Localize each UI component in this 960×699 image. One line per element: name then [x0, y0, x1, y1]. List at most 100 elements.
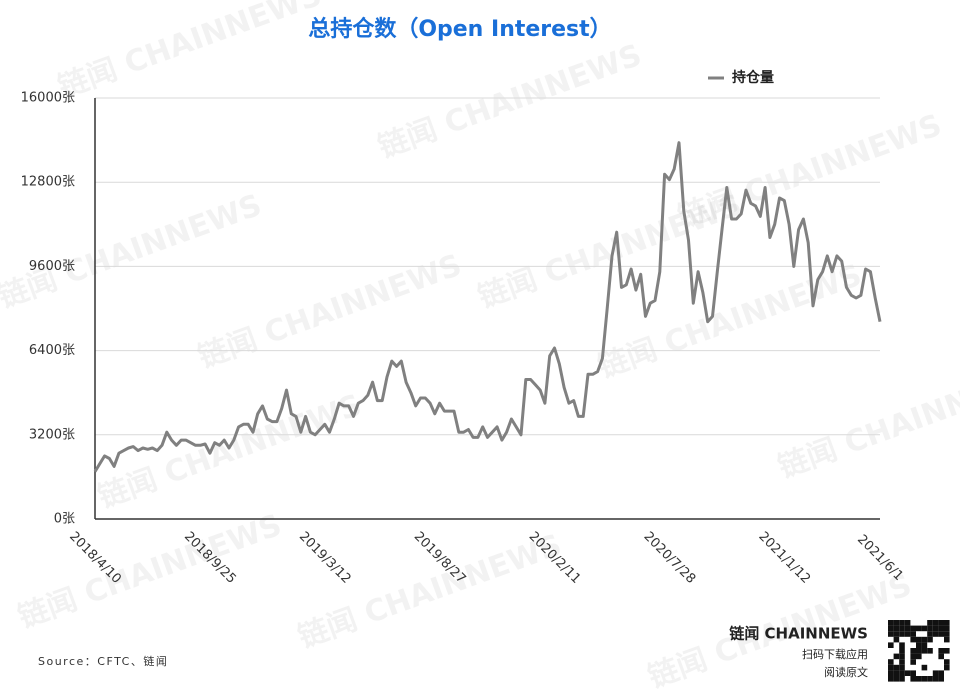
qr-cell	[899, 631, 905, 637]
qr-cell	[910, 636, 916, 643]
qr-cell	[910, 653, 916, 660]
y-tick-label: 12800张	[21, 175, 75, 190]
qr-cell	[899, 648, 905, 654]
qr-cell	[888, 670, 894, 676]
qr-cell	[938, 631, 944, 637]
qr-cell	[932, 620, 939, 626]
qr-cell	[944, 648, 950, 654]
watermark: 链闻 CHAINNEWS	[774, 358, 960, 486]
legend-label: 持仓量	[732, 69, 774, 86]
watermark: 链闻 CHAINNEWS	[644, 568, 917, 695]
qr-cell	[893, 631, 900, 637]
qr-cell	[938, 648, 944, 654]
qr-cell	[916, 653, 922, 660]
qr-cell	[932, 676, 939, 682]
x-tick-label: 2019/3/12	[296, 529, 354, 587]
qr-cell	[899, 676, 905, 682]
qr-code	[888, 620, 950, 682]
qr-cell	[944, 664, 950, 671]
qr-cell	[938, 620, 944, 626]
qr-cell	[888, 659, 894, 665]
qr-cell	[927, 676, 933, 682]
qr-cell	[893, 676, 900, 682]
y-tick-label: 9600张	[29, 259, 75, 274]
qr-cell	[921, 664, 928, 671]
qr-cell	[921, 676, 928, 682]
qr-cell	[944, 620, 950, 626]
x-tick-label: 2020/7/28	[641, 529, 699, 587]
qr-cell	[921, 636, 928, 643]
qr-cell	[944, 625, 950, 632]
qr-cell	[904, 620, 911, 626]
qr-cell	[932, 670, 939, 676]
qr-cell	[888, 620, 894, 626]
watermark: 链闻 CHAINNEWS	[674, 108, 947, 236]
qr-cell	[916, 636, 922, 643]
chart-title: 总持仓数（Open Interest）	[308, 16, 611, 42]
qr-cell	[910, 631, 916, 637]
qr-cell	[944, 631, 950, 637]
qr-cell	[916, 625, 922, 632]
qr-cell	[899, 659, 905, 665]
qr-cell	[899, 664, 905, 671]
read-original: 阅读原文	[824, 665, 868, 679]
qr-cell	[944, 636, 950, 643]
qr-cell	[938, 653, 944, 660]
qr-cell	[899, 653, 905, 660]
qr-cell	[888, 676, 894, 682]
qr-cell	[893, 636, 900, 643]
qr-cell	[938, 676, 944, 682]
qr-cell	[910, 670, 916, 676]
watermark: 链闻 CHAINNEWS	[194, 248, 467, 376]
qr-cell	[932, 625, 939, 632]
qr-cell	[910, 648, 916, 654]
watermark: 链闻 CHAINNEWS	[594, 258, 867, 386]
qr-cell	[927, 648, 933, 654]
qr-cell	[910, 625, 916, 632]
qr-cell	[938, 670, 944, 676]
qr-cell	[888, 642, 894, 648]
brand: 链闻 CHAINNEWS	[729, 625, 868, 643]
qr-cell	[904, 670, 911, 676]
y-tick-label: 16000张	[21, 91, 75, 106]
qr-cell	[938, 625, 944, 632]
qr-cell	[893, 664, 900, 671]
qr-cell	[899, 625, 905, 632]
qr-cell	[921, 648, 928, 654]
y-tick-label: 6400张	[29, 343, 75, 358]
x-tick-label: 2021/1/12	[755, 529, 813, 587]
qr-cell	[893, 670, 900, 676]
qr-cell	[921, 625, 928, 632]
qr-cell	[899, 670, 905, 676]
qr-cell	[944, 659, 950, 665]
qr-cell	[893, 620, 900, 626]
qr-cell	[899, 620, 905, 626]
qr-cell	[927, 631, 933, 637]
watermark: 链闻 CHAINNEWS	[374, 38, 647, 166]
app-download: 扫码下载应用	[802, 647, 868, 661]
qr-cell	[916, 642, 922, 648]
qr-cell	[916, 648, 922, 654]
qr-cell	[927, 636, 933, 643]
qr-cell	[910, 659, 916, 665]
watermark: 链闻 CHAINNEWS	[94, 388, 367, 516]
qr-cell	[899, 642, 905, 648]
qr-cell	[904, 631, 911, 637]
watermark: 链闻 CHAINNEWS	[54, 0, 327, 106]
qr-cell	[927, 625, 933, 632]
y-tick-label: 3200张	[29, 427, 75, 442]
qr-cell	[921, 642, 928, 648]
y-tick-label: 0张	[54, 512, 75, 527]
qr-cell	[888, 631, 894, 637]
qr-cell	[916, 676, 922, 682]
watermark: 链闻 CHAINNEWS	[14, 508, 287, 636]
qr-cell	[932, 631, 939, 637]
qr-cell	[910, 676, 916, 682]
line	[93, 141, 882, 473]
qr-cell	[893, 625, 900, 632]
qr-cell	[904, 625, 911, 632]
source: Source：CFTC、链闻	[38, 654, 168, 668]
qr-cell	[888, 625, 894, 632]
qr-cell	[927, 620, 933, 626]
